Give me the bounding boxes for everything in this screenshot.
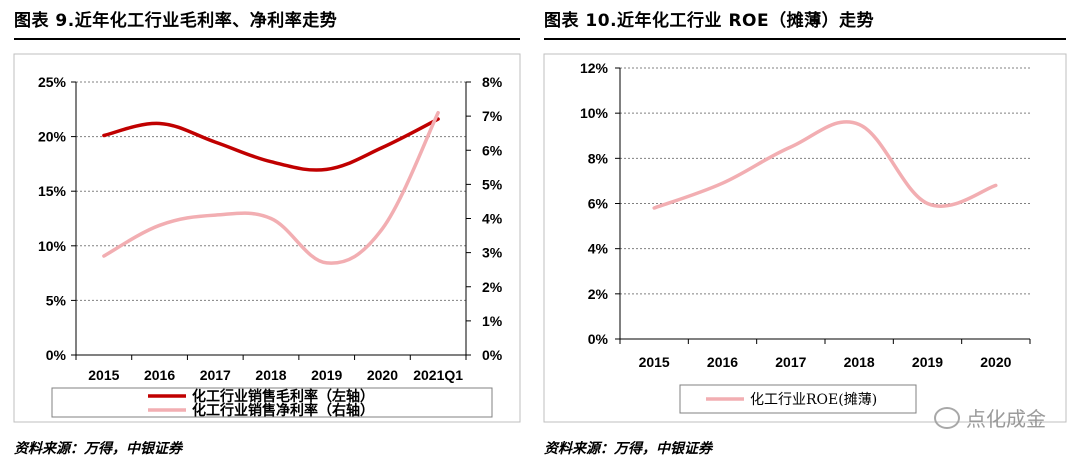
x-tick-label: 2019 [912,354,943,370]
x-tick-label: 2020 [367,367,398,383]
right-y-tick-label: 0% [482,347,503,363]
right-tick-labels: 0% 2% 4% 6% 8% 10% 12% 2015 2016 2017 2018 2019 2020 [580,60,1012,370]
right-title-rule [544,38,1066,40]
roe-line [652,120,998,210]
right-y-tick-label: 5% [482,176,503,192]
right-axes [615,67,1031,344]
y-tick-label: 6% [588,196,609,212]
x-tick-label: 2017 [200,367,231,383]
y-tick-label: 2% [588,286,609,302]
right-chart-title: 图表 10.近年化工行业 ROE（摊薄）走势 [544,11,875,31]
x-tick-label: 2016 [707,354,738,370]
y-tick-label: 10% [580,105,609,121]
x-tick-label: 2020 [980,354,1011,370]
watermark-text: 点化成金 [966,407,1046,431]
left-title-rule [14,38,520,40]
right-y-tick-label: 4% [482,211,503,227]
left-tick-labels: 0% 5% 10% 15% 20% 25% 0% 1% 2% 3% 4% 5% 6% 7% 8% 2015 20… [38,74,503,383]
x-tick-label: 2016 [144,367,175,383]
left-gridlines [76,81,466,301]
left-series-group [102,110,440,265]
right-gridlines [620,67,1030,295]
left-legend-box [51,387,493,418]
right-y-tick-label: 7% [482,108,503,124]
y-tick-label: 0% [588,331,609,347]
left-y-tick-label: 0% [46,347,67,363]
x-tick-label: 2019 [311,367,342,383]
left-y-tick-label: 25% [38,74,67,90]
legend-label-net-margin: 化工行业销售净利率（右轴） [192,402,374,419]
gross-margin-line [102,117,440,172]
left-source-note: 资料来源：万得，中银证券 [14,441,182,457]
x-tick-label: 2021Q1 [413,367,463,383]
legend-label-gross-margin: 化工行业销售毛利率（左轴） [192,388,374,405]
x-tick-label: 2015 [88,367,119,383]
net-margin-line [102,110,440,265]
right-chart-frame [543,53,1067,423]
right-y-tick-label: 6% [482,142,503,158]
left-chart-title: 图表 9.近年化工行业毛利率、净利率走势 [14,11,338,31]
x-tick-label: 2018 [255,367,286,383]
y-tick-label: 4% [588,241,609,257]
right-y-tick-label: 3% [482,245,503,261]
left-y-tick-label: 10% [38,238,67,254]
y-tick-label: 12% [580,60,609,76]
right-y-tick-label: 1% [482,313,503,329]
x-tick-label: 2018 [844,354,875,370]
wechat-icon [934,407,960,429]
right-source-note: 资料来源：万得，中银证券 [544,441,712,457]
y-tick-label: 8% [588,150,609,166]
x-tick-label: 2015 [639,354,670,370]
right-series-group [652,120,998,210]
left-y-tick-label: 20% [38,129,67,145]
right-y-tick-label: 2% [482,279,503,295]
left-axes [71,81,471,360]
x-tick-label: 2017 [775,354,806,370]
left-chart-frame [13,53,521,423]
left-y-tick-label: 15% [38,183,67,199]
right-y-tick-label: 8% [482,74,503,90]
legend-label-roe: 化工行业ROE(摊薄) [750,392,877,408]
left-y-tick-label: 5% [46,292,67,308]
watermark: 点化成金 [934,403,1046,432]
